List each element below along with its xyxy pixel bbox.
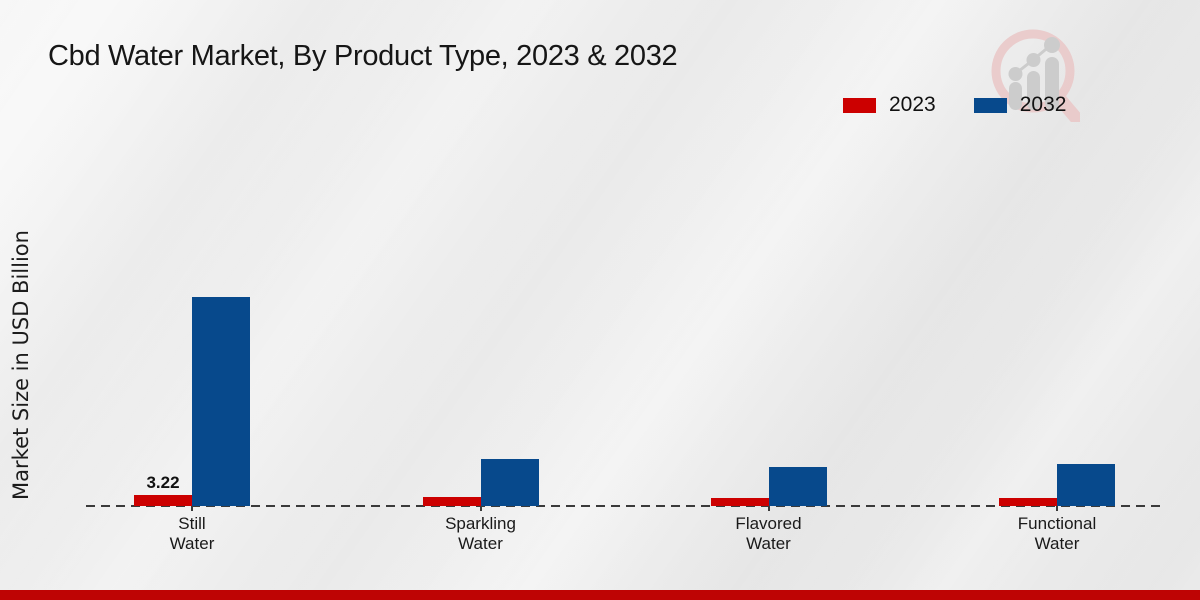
category-label: Flavored Water [735, 514, 802, 553]
x-axis-tick [479, 506, 482, 511]
legend: 2023 2032 [843, 93, 1066, 117]
legend-label: 2023 [889, 93, 936, 116]
category-label: Sparkling Water [445, 514, 516, 553]
y-axis-label: Market Size in USD Billion [9, 230, 33, 500]
category-label: Functional Water [1017, 514, 1097, 553]
x-axis-tick [1056, 506, 1058, 511]
legend-item-2023: 2023 [843, 93, 936, 117]
footer-accent-bar [0, 590, 1200, 600]
legend-swatch-2023 [843, 97, 876, 113]
bar-2023-functional-water [999, 498, 1057, 506]
bar-2032-sparkling-water [480, 459, 539, 506]
chart-title: Cbd Water Market, By Product Type, 2023 … [48, 40, 678, 72]
bar-2032-flavored-water [768, 467, 827, 506]
legend-swatch-2032 [973, 97, 1007, 113]
bar-2032-functional-water [1057, 464, 1115, 506]
bar-2023-sparkling-water [422, 497, 481, 506]
legend-item-2032: 2032 [973, 93, 1067, 117]
category-label: Still Water [169, 514, 215, 553]
x-axis-tick [191, 506, 193, 511]
legend-label: 2032 [1019, 93, 1067, 116]
bar-2023-still-water [134, 495, 192, 506]
bar-value-label: 3.22 [146, 473, 180, 492]
x-axis-baseline [86, 505, 1163, 507]
bar-2032-still-water [192, 297, 250, 506]
x-axis-tick [767, 506, 770, 511]
bar-2023-flavored-water [710, 498, 769, 506]
plot-area: 3.22 Still Water Sparkling Water Flavored W… [86, 90, 1163, 553]
magnifier-bar-chart-watermark-icon [991, 29, 1080, 122]
